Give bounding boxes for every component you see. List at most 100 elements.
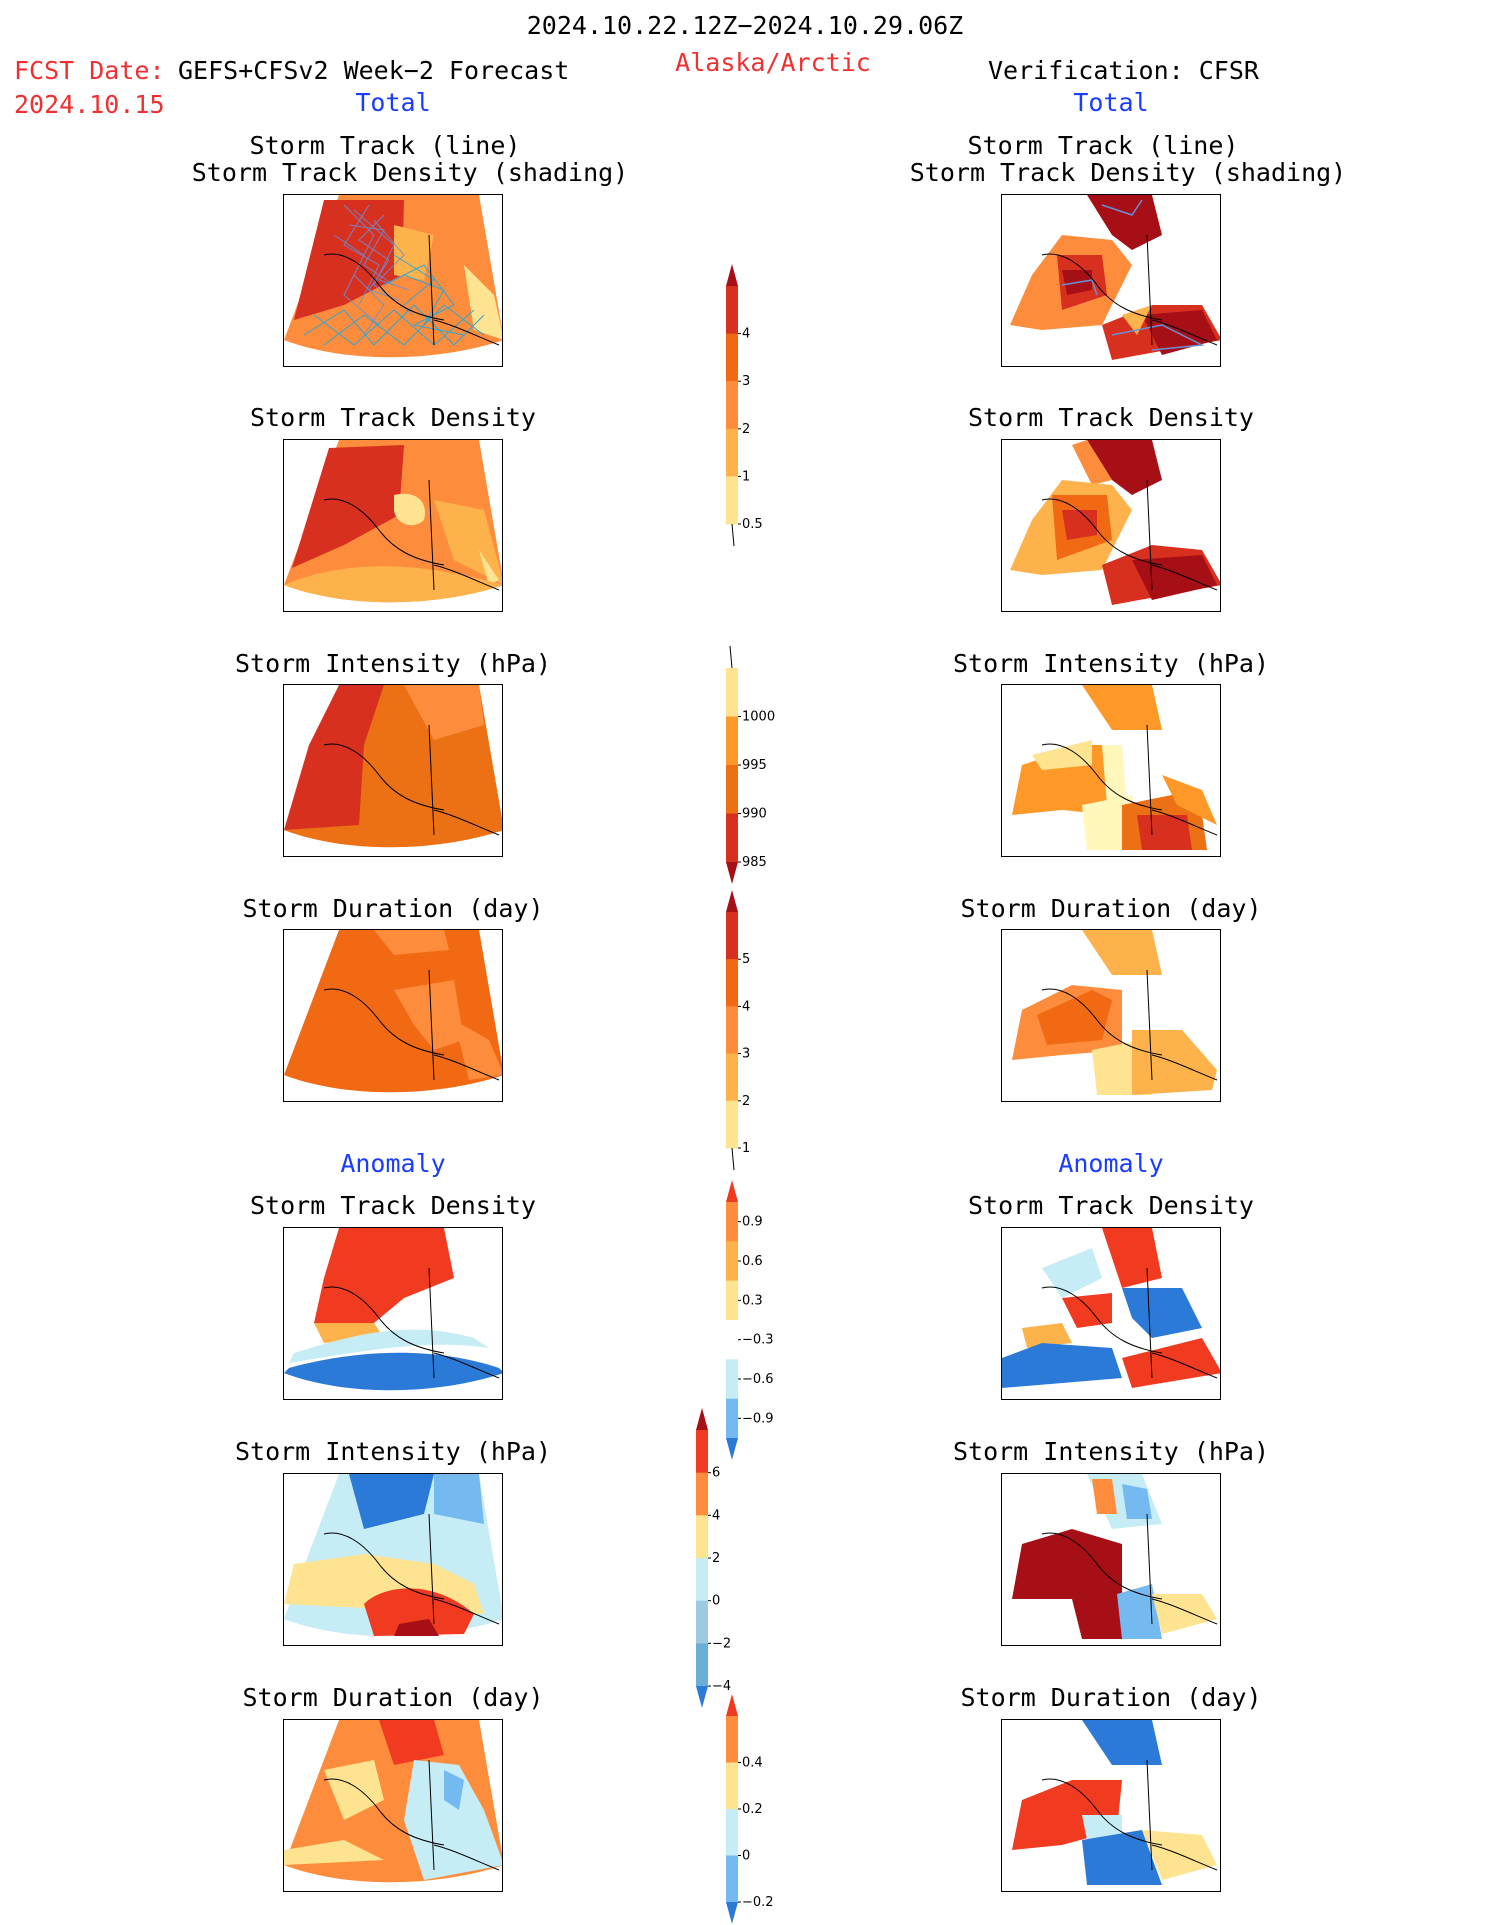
colorbar-segment bbox=[696, 1430, 708, 1474]
colorbar-label: 995 bbox=[742, 758, 767, 773]
colorbar-bottom-cap bbox=[696, 1686, 708, 1708]
colorbar-segment bbox=[726, 1053, 738, 1102]
colorbar-label: 1000 bbox=[742, 710, 775, 725]
colorbar-segment bbox=[726, 333, 738, 382]
colorbar-label: 0.3 bbox=[742, 1293, 763, 1308]
colorbar-label: 0.2 bbox=[742, 1802, 763, 1817]
colorbar-label: 985 bbox=[742, 855, 767, 870]
colorbar-top-cap bbox=[696, 1408, 708, 1430]
title-intensity-left: Storm Intensity (hPa) bbox=[234, 649, 552, 678]
colorbar-duration-anomaly: 0.40.20−0.2−0.4 bbox=[726, 1694, 774, 1924]
map-density-total-verification bbox=[1001, 439, 1221, 612]
colorbar-label: 3 bbox=[742, 1047, 750, 1062]
colorbar-segment bbox=[726, 1006, 738, 1055]
period-title: 2024.10.22.12Z−2024.10.29.06Z bbox=[526, 11, 964, 40]
colorbar-label: 5 bbox=[742, 952, 750, 967]
title-density-left: Storm Track Density bbox=[250, 403, 536, 432]
colorbar-label: 0.5 bbox=[742, 517, 763, 532]
colorbar-segment bbox=[726, 668, 738, 717]
verification-label: Verification: CFSR bbox=[988, 56, 1259, 85]
colorbar-label: −4 bbox=[712, 1679, 731, 1694]
colorbar-segment bbox=[726, 1398, 738, 1439]
colorbar-segment bbox=[726, 912, 738, 960]
colorbar-segment bbox=[726, 1762, 738, 1810]
colorbar-label: −2 bbox=[712, 1636, 731, 1651]
fcst-date-value: 2024.10.15 bbox=[14, 90, 165, 119]
title-track-shading-right: Storm Track Density (shading) bbox=[909, 158, 1347, 187]
map-duration-total-forecast bbox=[283, 929, 503, 1102]
map-density-total-forecast bbox=[283, 439, 503, 612]
anomaly-label-left: Anomaly bbox=[340, 1149, 446, 1178]
colorbar-label: −0.3 bbox=[742, 1333, 774, 1348]
colorbar-top-line bbox=[729, 646, 733, 669]
colorbar-label: 0 bbox=[712, 1594, 720, 1609]
colorbar-segment bbox=[726, 286, 738, 335]
colorbar-intensity-total: 1000995990985980 bbox=[726, 646, 775, 884]
map-intensity-total-verification bbox=[1001, 684, 1221, 857]
colorbar-segment bbox=[696, 1472, 708, 1516]
map-duration-anomaly-forecast bbox=[283, 1719, 503, 1892]
colorbar-label: −0.9 bbox=[742, 1411, 774, 1426]
colorbar-bottom-cap bbox=[726, 1902, 738, 1924]
title-track-shading-left: Storm Track Density (shading) bbox=[191, 158, 629, 187]
map-intensity-total-forecast bbox=[283, 684, 503, 857]
colorbar-label: 6 bbox=[712, 1466, 720, 1481]
colorbar-segment bbox=[726, 1241, 738, 1282]
colorbar-label: 1 bbox=[742, 1141, 750, 1156]
colorbar-segment bbox=[726, 1202, 738, 1242]
title-intensity-anom-left: Storm Intensity (hPa) bbox=[234, 1437, 552, 1466]
colorbar-segment bbox=[726, 1359, 738, 1400]
colorbar-label: 0.6 bbox=[742, 1254, 763, 1269]
colorbar-label: 2 bbox=[742, 422, 750, 437]
title-track-line-left: Storm Track (line) bbox=[249, 131, 521, 160]
colorbar-segment bbox=[696, 1515, 708, 1559]
fcst-date-label: FCST Date: bbox=[14, 56, 165, 85]
colorbar-label: 2 bbox=[712, 1551, 720, 1566]
colorbar-label: −0.2 bbox=[742, 1895, 774, 1910]
colorbar-label: 3 bbox=[742, 374, 750, 389]
map-duration-anomaly-verification bbox=[1001, 1719, 1221, 1892]
colorbar-segment bbox=[726, 765, 738, 814]
colorbar-segment bbox=[726, 476, 738, 525]
colorbar-label: 990 bbox=[742, 807, 767, 822]
colorbar-segment bbox=[726, 1100, 738, 1149]
colorbar-segment bbox=[726, 428, 738, 477]
colorbar-segment bbox=[726, 381, 738, 430]
map-track-total-verification bbox=[1001, 194, 1221, 367]
map-track-total-forecast bbox=[283, 194, 503, 367]
map-intensity-anomaly-verification bbox=[1001, 1473, 1221, 1646]
title-duration-anom-left: Storm Duration (day) bbox=[242, 1683, 544, 1712]
map-duration-total-verification bbox=[1001, 929, 1221, 1102]
colorbar-label: 1 bbox=[742, 469, 750, 484]
colorbar-segment bbox=[696, 1643, 708, 1687]
colorbar-bottom-line bbox=[731, 523, 735, 546]
colorbar-segment bbox=[696, 1558, 708, 1602]
colorbar-top-cap bbox=[726, 264, 738, 286]
title-duration-left: Storm Duration (day) bbox=[242, 894, 544, 923]
colorbar-segment bbox=[696, 1600, 708, 1644]
colorbar-top-cap bbox=[726, 1694, 738, 1716]
map-density-anomaly-forecast bbox=[283, 1227, 503, 1400]
map-density-anomaly-verification bbox=[1001, 1227, 1221, 1400]
colorbar-label: 4 bbox=[742, 999, 750, 1014]
colorbar-bottom-line bbox=[731, 1147, 735, 1170]
title-density-right: Storm Track Density bbox=[968, 403, 1254, 432]
title-duration-anom-right: Storm Duration (day) bbox=[960, 1683, 1262, 1712]
colorbar-top-cap bbox=[726, 890, 738, 912]
total-label-right: Total bbox=[1073, 88, 1149, 117]
colorbar-label: 0.4 bbox=[742, 1756, 763, 1771]
colorbar-label: 4 bbox=[712, 1508, 720, 1523]
colorbar-segment bbox=[726, 1280, 738, 1321]
title-density-anom-right: Storm Track Density bbox=[968, 1191, 1254, 1220]
colorbar-label: −0.6 bbox=[742, 1372, 774, 1387]
colorbar-density-anomaly: 0.9 0.6 0.3 −0.3 −0.6 −0.9 bbox=[726, 1180, 774, 1460]
colorbar-bottom-cap bbox=[726, 1438, 738, 1460]
total-label-left: Total bbox=[355, 88, 431, 117]
forecast-name: GEFS+CFSv2 Week−2 Forecast bbox=[178, 56, 570, 85]
colorbar-label: 4 bbox=[742, 327, 750, 342]
colorbar-segment bbox=[726, 1716, 738, 1763]
title-duration-right: Storm Duration (day) bbox=[960, 894, 1262, 923]
map-intensity-anomaly-forecast bbox=[283, 1473, 503, 1646]
